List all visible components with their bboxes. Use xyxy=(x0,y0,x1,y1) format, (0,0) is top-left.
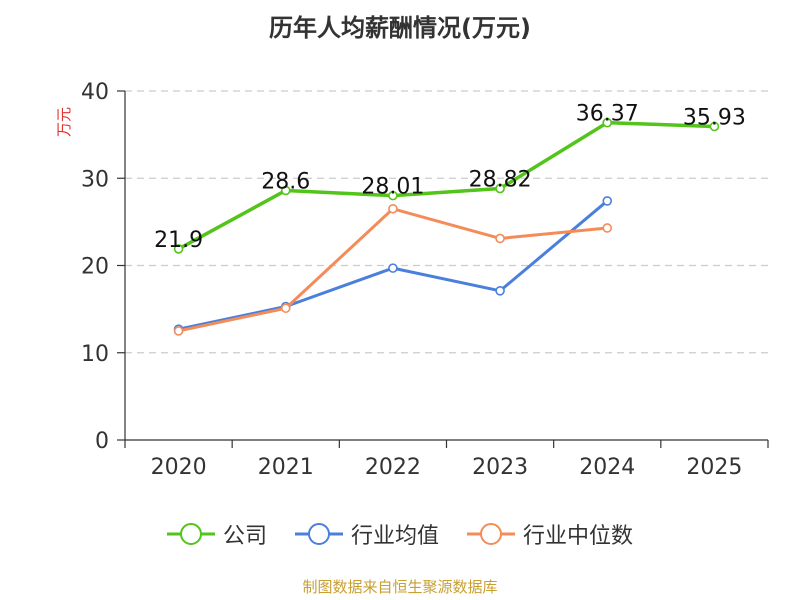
y-tick-label: 0 xyxy=(95,429,109,454)
x-tick-label: 2024 xyxy=(579,455,635,480)
legend-label: 公司 xyxy=(222,524,267,549)
data-point xyxy=(495,233,505,244)
y-tick-label: 10 xyxy=(81,342,109,367)
data-point xyxy=(388,263,398,273)
legend-marker xyxy=(480,523,502,545)
data-point xyxy=(173,326,184,336)
legend-label: 行业均值 xyxy=(350,524,439,549)
legend-swatch xyxy=(294,523,343,545)
y-tick-label: 30 xyxy=(81,167,109,192)
data-point xyxy=(602,223,613,233)
legend-item[interactable]: 行业中位数 xyxy=(467,518,633,550)
legend-marker xyxy=(307,523,330,545)
y-tick-label: 40 xyxy=(81,80,109,105)
data-label: 28.01 xyxy=(361,175,424,200)
legend-marker xyxy=(179,523,202,545)
data-label: 28.6 xyxy=(261,169,310,194)
data-point xyxy=(495,183,505,194)
legend-swatch xyxy=(467,523,515,545)
y-axis-label: 万元 xyxy=(55,107,73,137)
data-point xyxy=(495,286,505,296)
data-point xyxy=(388,203,398,214)
legend-label: 行业中位数 xyxy=(523,524,634,549)
data-label: 35.93 xyxy=(683,106,746,131)
data-point xyxy=(173,244,184,254)
data-point xyxy=(602,196,613,206)
legend-item[interactable]: 公司 xyxy=(166,518,267,550)
data-point xyxy=(280,185,291,196)
legend-swatch xyxy=(166,523,215,545)
x-tick-label: 2025 xyxy=(686,455,742,480)
x-tick-label: 2022 xyxy=(365,455,421,480)
data-point xyxy=(280,303,291,314)
legend-item[interactable]: 行业均值 xyxy=(294,518,439,550)
data-label: 36.37 xyxy=(576,102,639,127)
x-tick-label: 2023 xyxy=(472,455,528,480)
data-point xyxy=(388,190,398,201)
data-label: 21.9 xyxy=(154,228,203,253)
x-tick-label: 2021 xyxy=(258,455,314,480)
y-tick-label: 20 xyxy=(81,255,109,280)
x-tick-label: 2020 xyxy=(151,455,207,480)
chart-title: 历年人均薪酬情况(万元) xyxy=(269,14,531,42)
data-point xyxy=(602,117,613,128)
chart-legend: 公司 行业均值 行业中位数 xyxy=(0,518,800,550)
data-label: 28.82 xyxy=(469,168,532,193)
source-note: 制图数据来自恒生聚源数据库 xyxy=(302,578,498,596)
data-point xyxy=(709,121,720,132)
series-line xyxy=(177,120,715,251)
